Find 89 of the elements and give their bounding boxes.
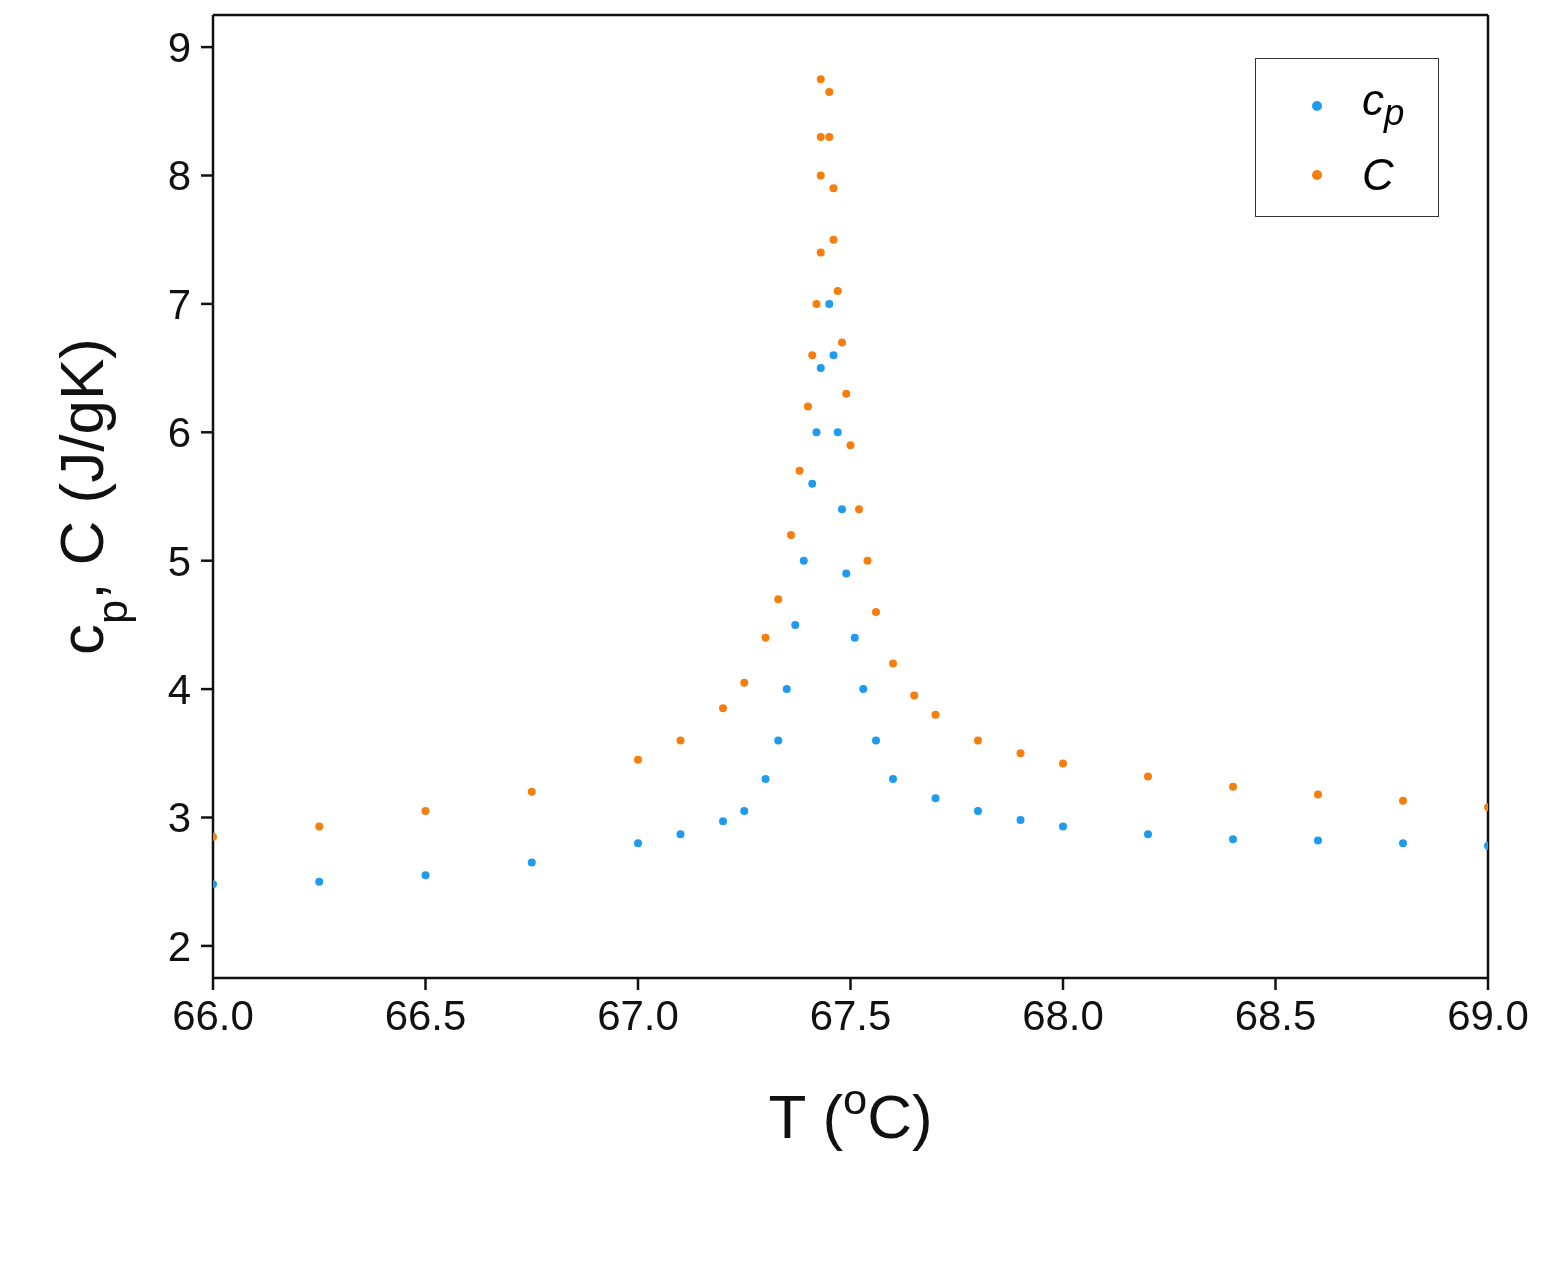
x-tick-label: 68.5 [1234, 991, 1317, 1039]
point [863, 556, 872, 565]
point [527, 787, 536, 796]
point [791, 620, 800, 629]
point [829, 351, 838, 360]
point [740, 678, 749, 687]
point [816, 132, 825, 141]
point [829, 184, 838, 193]
point [1144, 830, 1152, 839]
point [816, 171, 825, 180]
point [1059, 822, 1067, 831]
point [315, 822, 324, 831]
point [872, 736, 880, 745]
point [931, 710, 940, 719]
point [808, 479, 817, 488]
point [421, 871, 430, 880]
y-tick-label: 9 [167, 24, 191, 72]
point [804, 402, 812, 411]
point [1016, 749, 1025, 758]
x-tick-label: 67.0 [597, 991, 679, 1039]
x-axis-title: T ($^{o}$C) [768, 1075, 933, 1151]
point [808, 351, 817, 360]
point [855, 505, 863, 514]
y-tick-label: 6 [167, 409, 191, 457]
y-tick-label: 5 [167, 537, 191, 585]
point [787, 531, 795, 540]
point [799, 556, 808, 565]
point [719, 704, 727, 713]
point [833, 287, 842, 296]
x-tick-label: 67.5 [809, 991, 892, 1039]
point [816, 248, 825, 257]
point [527, 858, 536, 867]
point [931, 794, 940, 803]
point [676, 736, 685, 745]
point [889, 774, 897, 783]
point [634, 755, 642, 764]
point [825, 132, 834, 141]
point [774, 595, 783, 604]
x-tick-label: 66.0 [172, 991, 254, 1039]
point [1016, 816, 1025, 825]
point [974, 807, 982, 816]
point [740, 807, 749, 816]
point [910, 691, 919, 700]
point [825, 299, 834, 308]
point [1399, 796, 1407, 805]
point [634, 839, 642, 848]
point [846, 441, 855, 450]
point [816, 75, 825, 84]
point [850, 633, 859, 642]
point [719, 817, 727, 826]
point [315, 877, 324, 886]
point [889, 659, 897, 668]
point [761, 774, 770, 783]
legend-label: C [1362, 148, 1395, 201]
legend-label: c$_{p}$ [1362, 74, 1406, 135]
point [1399, 839, 1407, 848]
point [1144, 772, 1152, 781]
point [1229, 782, 1237, 791]
point [421, 807, 430, 816]
point [774, 736, 783, 745]
y-tick-label: 2 [167, 922, 191, 970]
point [1314, 836, 1322, 845]
x-tick-label: 68.0 [1022, 991, 1104, 1039]
point [816, 364, 825, 373]
y-tick-label: 4 [167, 666, 191, 714]
point [829, 235, 838, 244]
point [1229, 835, 1237, 844]
y-tick-label: 7 [167, 280, 191, 328]
point [812, 428, 821, 437]
point [761, 633, 770, 642]
point [825, 88, 834, 97]
y-tick-label: 8 [167, 152, 191, 200]
point [838, 338, 846, 347]
point [838, 505, 846, 514]
point [859, 685, 868, 694]
point [782, 685, 791, 694]
x-tick-label: 69.0 [1447, 991, 1529, 1039]
x-tick-label: 66.5 [384, 991, 467, 1039]
y-tick-label: 3 [167, 794, 191, 842]
point [974, 736, 982, 745]
point [872, 608, 880, 617]
point [812, 299, 821, 308]
point [1314, 790, 1322, 799]
point [1059, 759, 1067, 768]
point [842, 389, 851, 398]
point [795, 466, 804, 475]
point [842, 569, 851, 578]
point [833, 428, 842, 437]
point [676, 830, 685, 839]
